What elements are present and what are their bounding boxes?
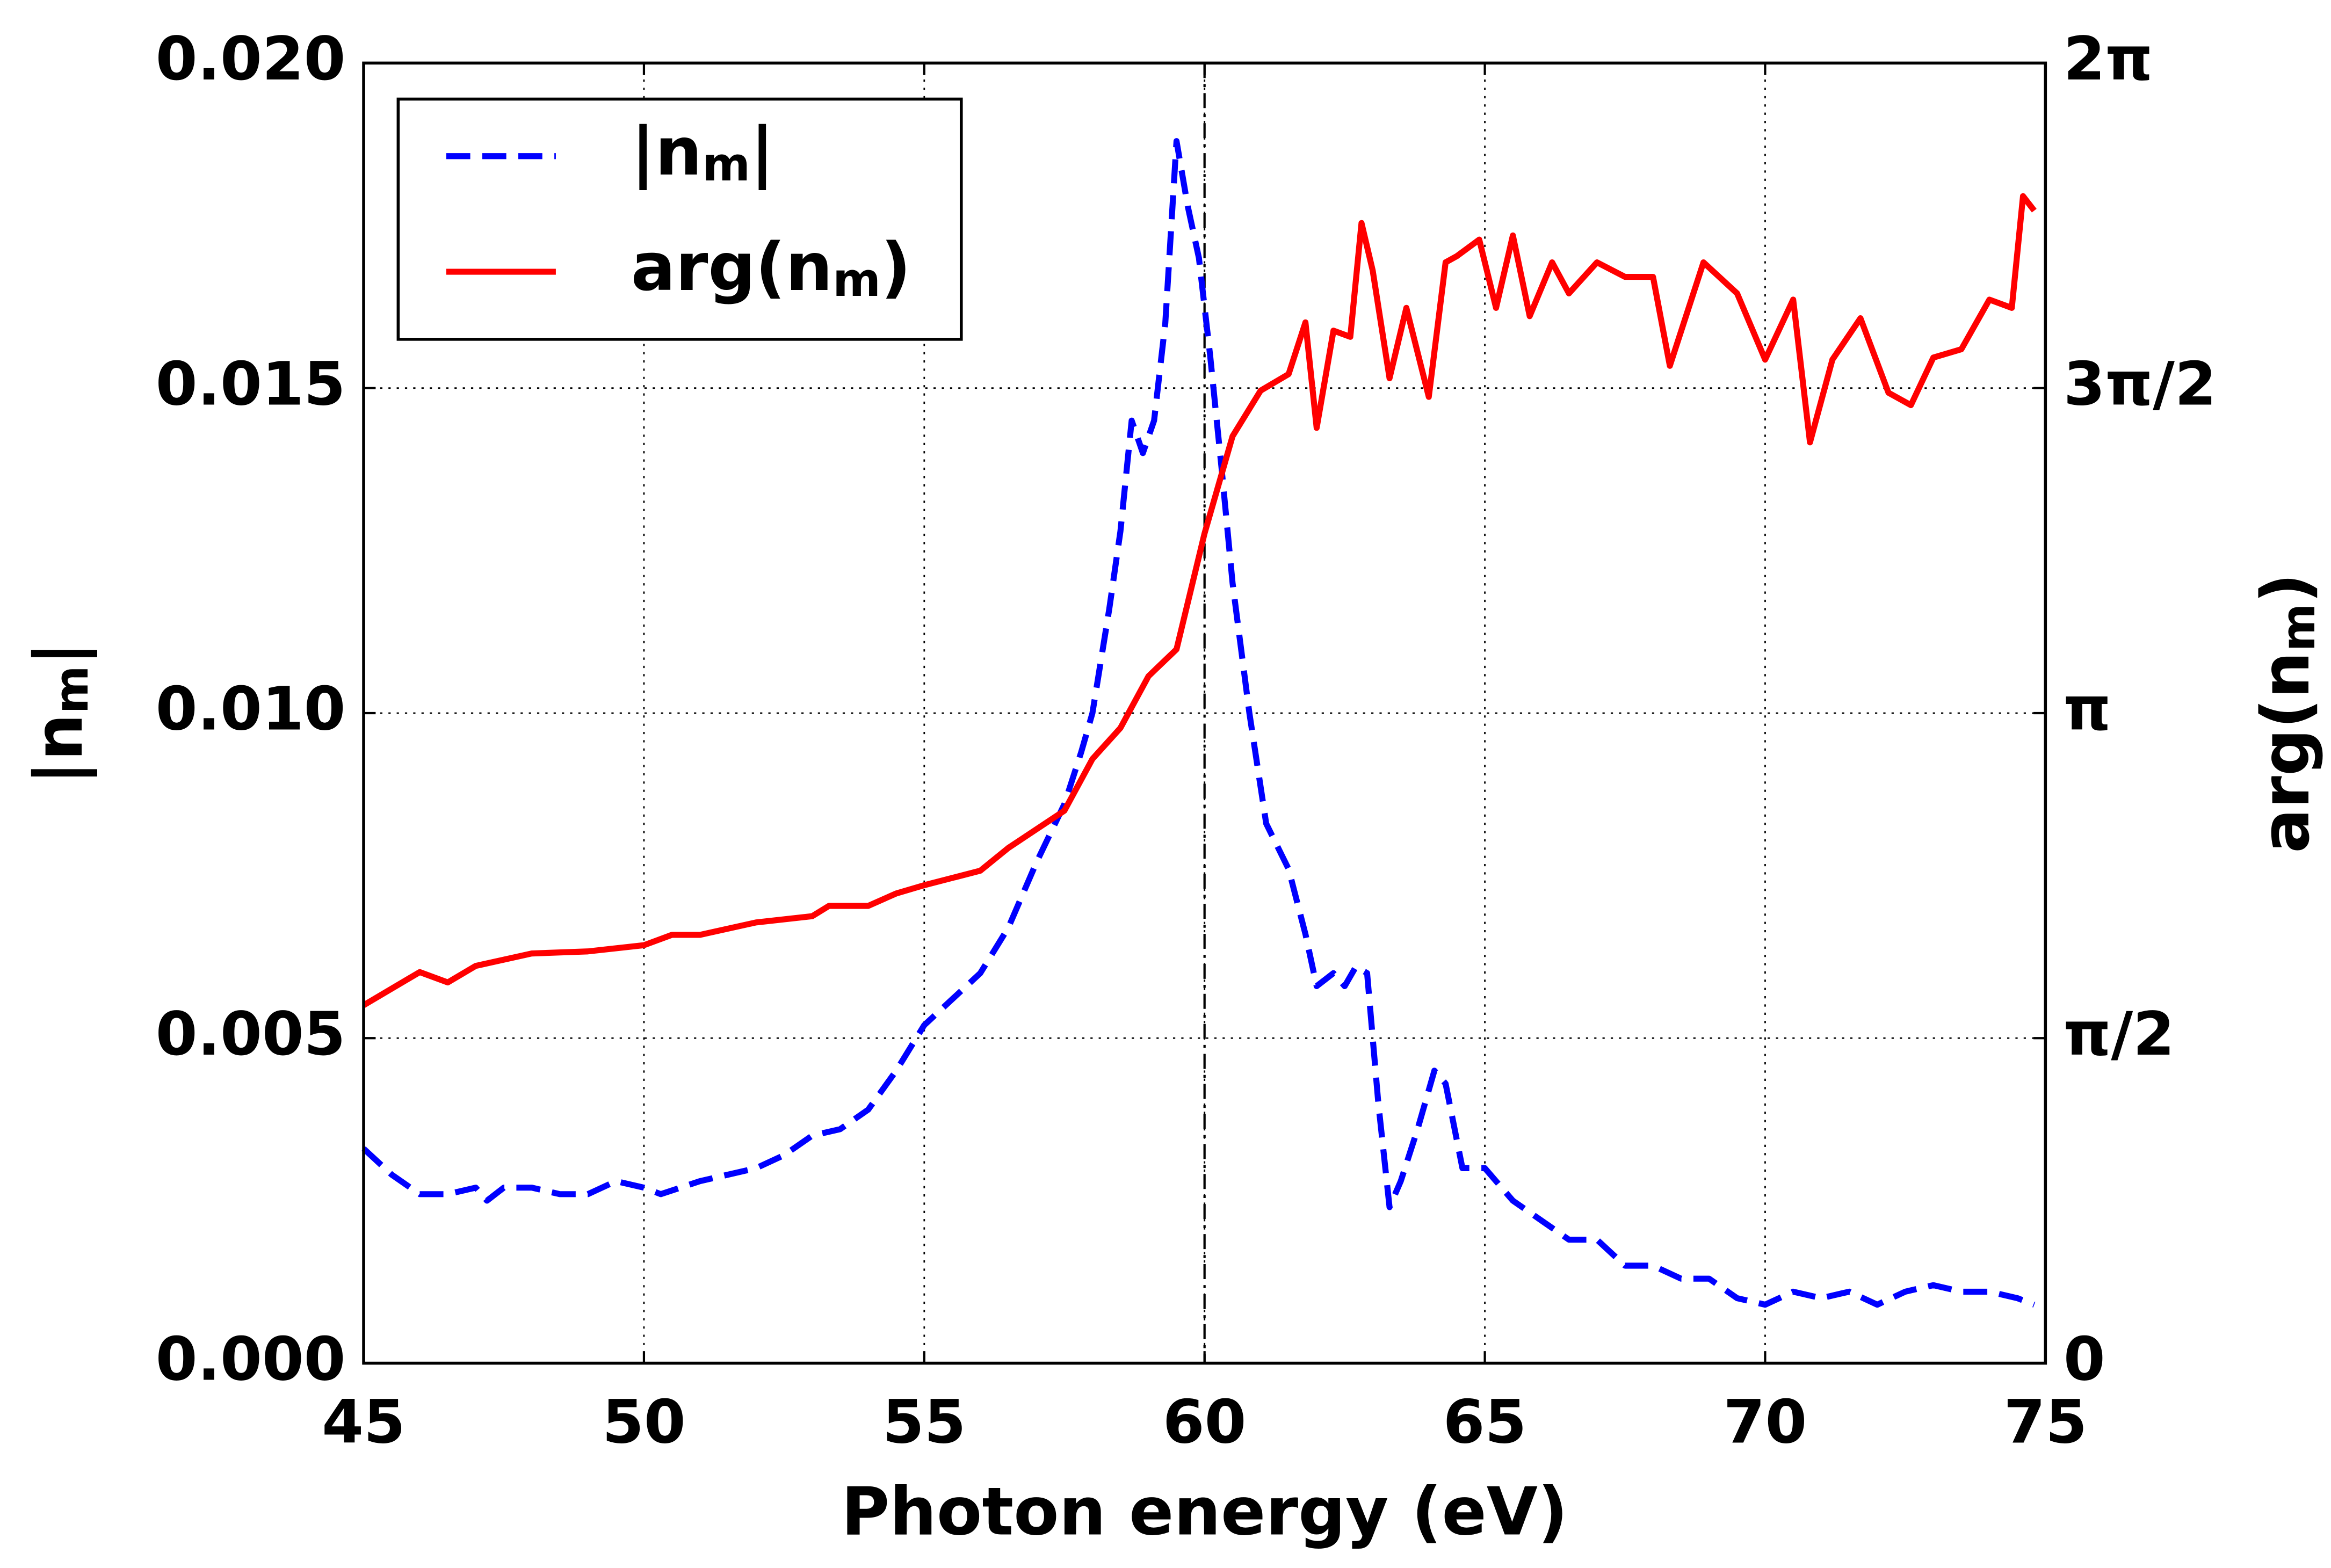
data-line xyxy=(362,193,2037,1008)
x-tick-label: 60 xyxy=(1163,1388,1247,1457)
y-tick-label: 0.010 xyxy=(156,674,346,744)
y2-tick-label: π/2 xyxy=(2064,999,2175,1069)
y2-tick-label: 2π xyxy=(2064,24,2153,94)
x-tick-label: 55 xyxy=(882,1388,966,1457)
y-tick-label: 0.015 xyxy=(156,349,346,419)
y2-axis-label: arg(nm) xyxy=(2248,573,2326,853)
y-tick-label: 0.000 xyxy=(156,1324,346,1394)
x-tick-label: 65 xyxy=(1443,1388,1527,1457)
x-axis-label: Photon energy (eV) xyxy=(841,1473,1568,1550)
y-tick-label: 0.020 xyxy=(156,24,346,94)
y-axis-label: |nm| xyxy=(21,641,99,785)
legend-label: |nm| xyxy=(631,113,774,191)
y2-tick-label: π xyxy=(2064,674,2111,744)
data-line xyxy=(361,138,2036,1308)
plot-frame xyxy=(362,61,2047,1365)
legend-box xyxy=(396,97,963,341)
y2-tick-label: 3π/2 xyxy=(2064,349,2217,419)
x-tick-label: 75 xyxy=(2004,1388,2088,1457)
legend-label: arg(nm) xyxy=(631,229,911,307)
y-tick-label: 0.005 xyxy=(156,999,346,1069)
y2-tick-label: 0 xyxy=(2064,1324,2105,1394)
x-tick-label: 70 xyxy=(1724,1388,1807,1457)
x-tick-label: 45 xyxy=(322,1388,406,1457)
x-tick-label: 50 xyxy=(602,1388,686,1457)
